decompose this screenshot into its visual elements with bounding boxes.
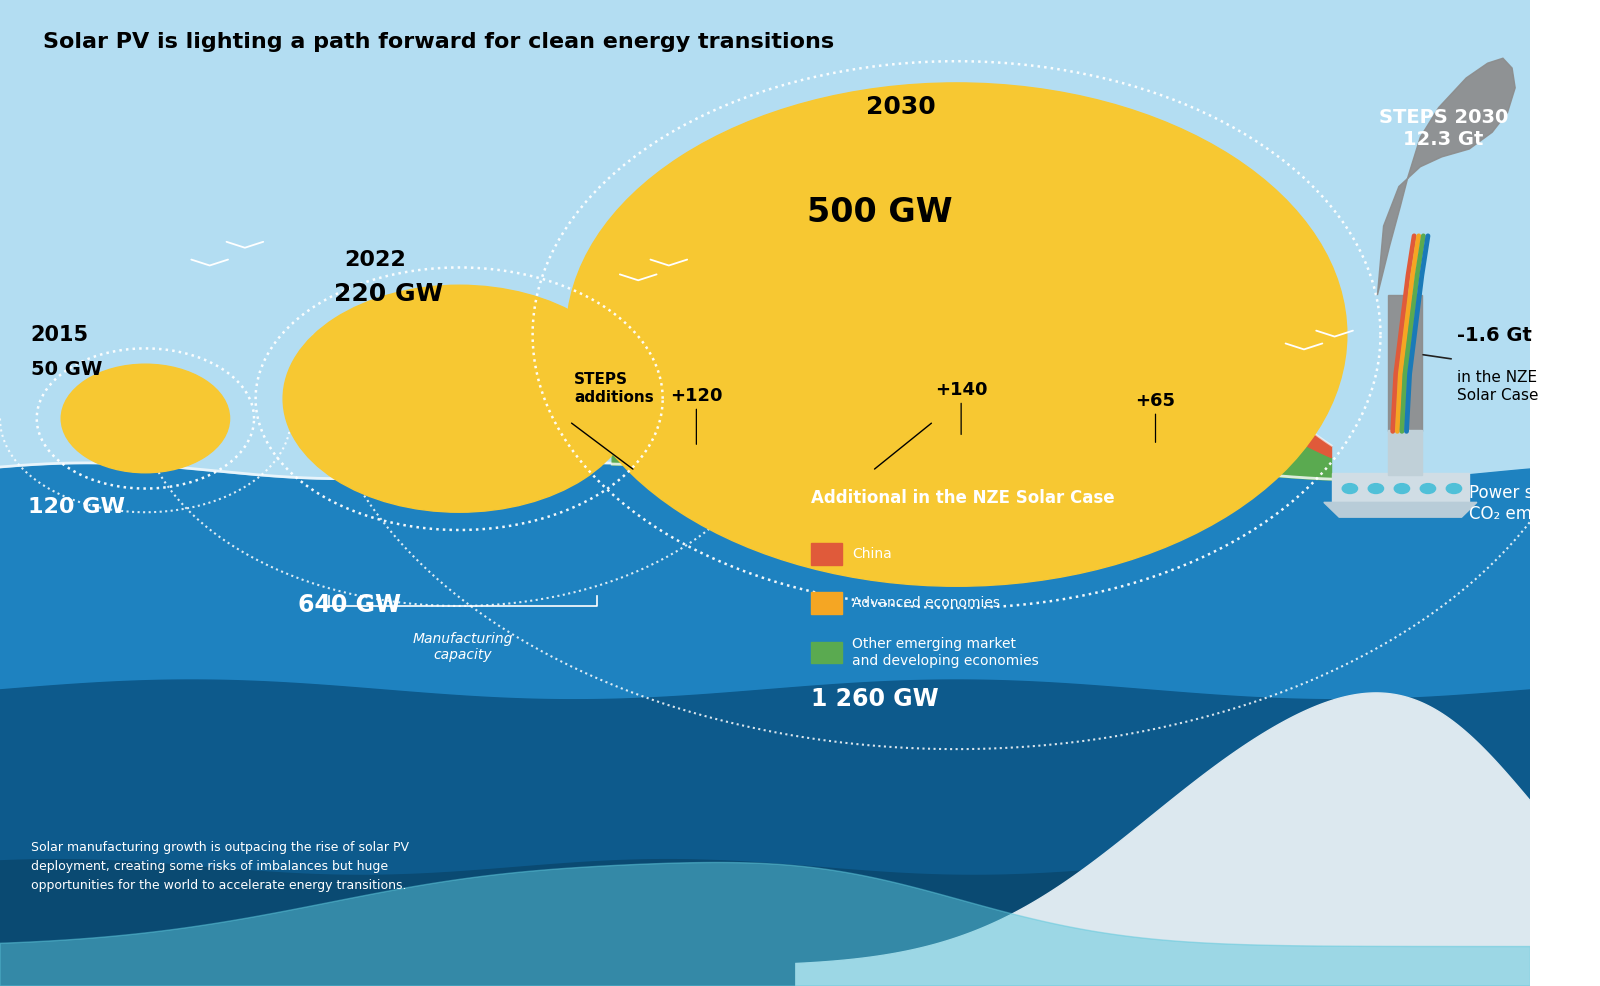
Circle shape: [566, 84, 1347, 587]
Text: +140: +140: [934, 381, 987, 435]
Circle shape: [1368, 484, 1384, 494]
Text: Advanced economies: Advanced economies: [853, 596, 1000, 609]
Text: Solar PV is lighting a path forward for clean energy transitions: Solar PV is lighting a path forward for …: [43, 32, 834, 51]
Text: Other emerging market
and developing economies: Other emerging market and developing eco…: [853, 637, 1040, 667]
Polygon shape: [0, 465, 1531, 986]
Text: China: China: [853, 546, 893, 560]
Text: 1 260 GW: 1 260 GW: [811, 686, 939, 710]
Text: 220 GW: 220 GW: [334, 282, 443, 306]
Polygon shape: [795, 693, 1531, 986]
Polygon shape: [0, 863, 1531, 986]
Text: 120 GW: 120 GW: [27, 497, 125, 517]
Bar: [811, 642, 842, 664]
Circle shape: [1394, 484, 1410, 494]
Bar: [1389, 431, 1422, 475]
Polygon shape: [1378, 59, 1515, 296]
Text: 500 GW: 500 GW: [806, 196, 952, 229]
Text: Power sector
CO₂ emissions: Power sector CO₂ emissions: [1469, 483, 1589, 523]
Polygon shape: [0, 860, 1531, 986]
Circle shape: [1421, 484, 1435, 494]
Text: -1.6 Gt: -1.6 Gt: [1458, 325, 1531, 345]
Circle shape: [1342, 484, 1357, 494]
Text: 640 GW: 640 GW: [299, 593, 402, 616]
Text: Solar manufacturing growth is outpacing the rise of solar PV
deployment, creatin: Solar manufacturing growth is outpacing …: [30, 840, 408, 891]
Polygon shape: [1331, 473, 1469, 503]
Polygon shape: [613, 406, 1331, 481]
Text: Manufacturing
capacity: Manufacturing capacity: [413, 631, 514, 662]
Text: 2022: 2022: [344, 250, 406, 270]
Text: in the NZE
Solar Case: in the NZE Solar Case: [1458, 370, 1539, 402]
Text: +120: +120: [670, 387, 723, 445]
Polygon shape: [0, 680, 1531, 986]
Text: Additional in the NZE Solar Case: Additional in the NZE Solar Case: [811, 489, 1115, 507]
Text: 2015: 2015: [30, 324, 88, 344]
Polygon shape: [613, 339, 1331, 458]
Text: 2030: 2030: [866, 95, 936, 118]
Polygon shape: [1323, 503, 1477, 518]
Text: STEPS 2030
12.3 Gt: STEPS 2030 12.3 Gt: [1379, 107, 1507, 149]
Bar: [811, 593, 842, 614]
Text: 50 GW: 50 GW: [30, 360, 102, 379]
Polygon shape: [1389, 296, 1422, 432]
Text: STEPS
additions: STEPS additions: [574, 372, 654, 404]
Text: +65: +65: [1136, 391, 1176, 443]
Circle shape: [283, 286, 635, 513]
Circle shape: [61, 365, 229, 473]
Bar: [811, 543, 842, 565]
Circle shape: [1446, 484, 1462, 494]
